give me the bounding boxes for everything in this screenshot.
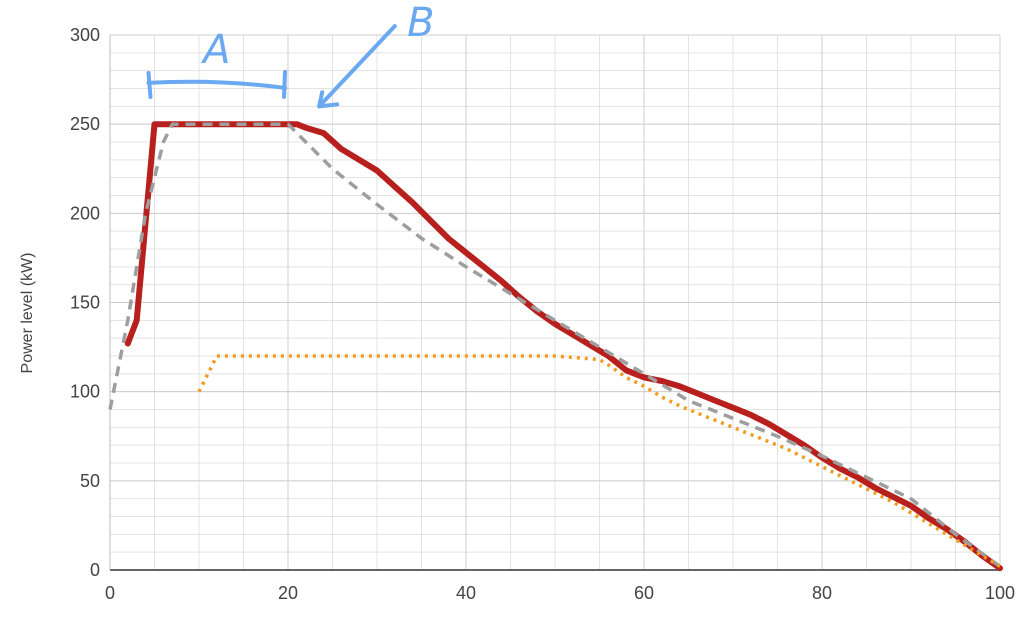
y-tick-label: 50 (80, 471, 100, 491)
x-tick-label: 20 (278, 583, 298, 603)
x-tick-label: 80 (812, 583, 832, 603)
series-lines (108, 121, 1003, 572)
x-tick-label: 100 (985, 583, 1015, 603)
y-tick-label: 200 (70, 203, 100, 223)
annotation-a-label: A (200, 27, 230, 73)
x-tick-label: 0 (105, 583, 115, 603)
y-tick-label: 150 (70, 293, 100, 313)
y-tick-label: 300 (70, 25, 100, 45)
annotation-b-arrow (317, 24, 397, 109)
annotation-b-arrowhead (317, 90, 340, 109)
y-tick-label: 250 (70, 114, 100, 134)
axes: 0 20 40 60 80 100 0 50 100 150 200 250 300 (70, 25, 1015, 603)
series-line-2-dashed (108, 122, 1002, 568)
y-axis-label: Power level (kW) (19, 253, 36, 374)
y-tick-label: 100 (70, 382, 100, 402)
y-tick-label: 0 (90, 560, 100, 580)
annotation-a-tick-right (282, 69, 287, 99)
annotation-b-label: B (407, 0, 434, 46)
series-line-3-dotted (197, 354, 1001, 568)
series-line-1-solid (124, 121, 1003, 572)
handwritten-annotations: AB (146, 0, 435, 109)
x-tick-label: 60 (634, 583, 654, 603)
annotation-a-bracket (146, 79, 287, 90)
annotation-a-tick-left (146, 70, 153, 99)
grid (109, 34, 1001, 571)
x-tick-label: 40 (456, 583, 476, 603)
